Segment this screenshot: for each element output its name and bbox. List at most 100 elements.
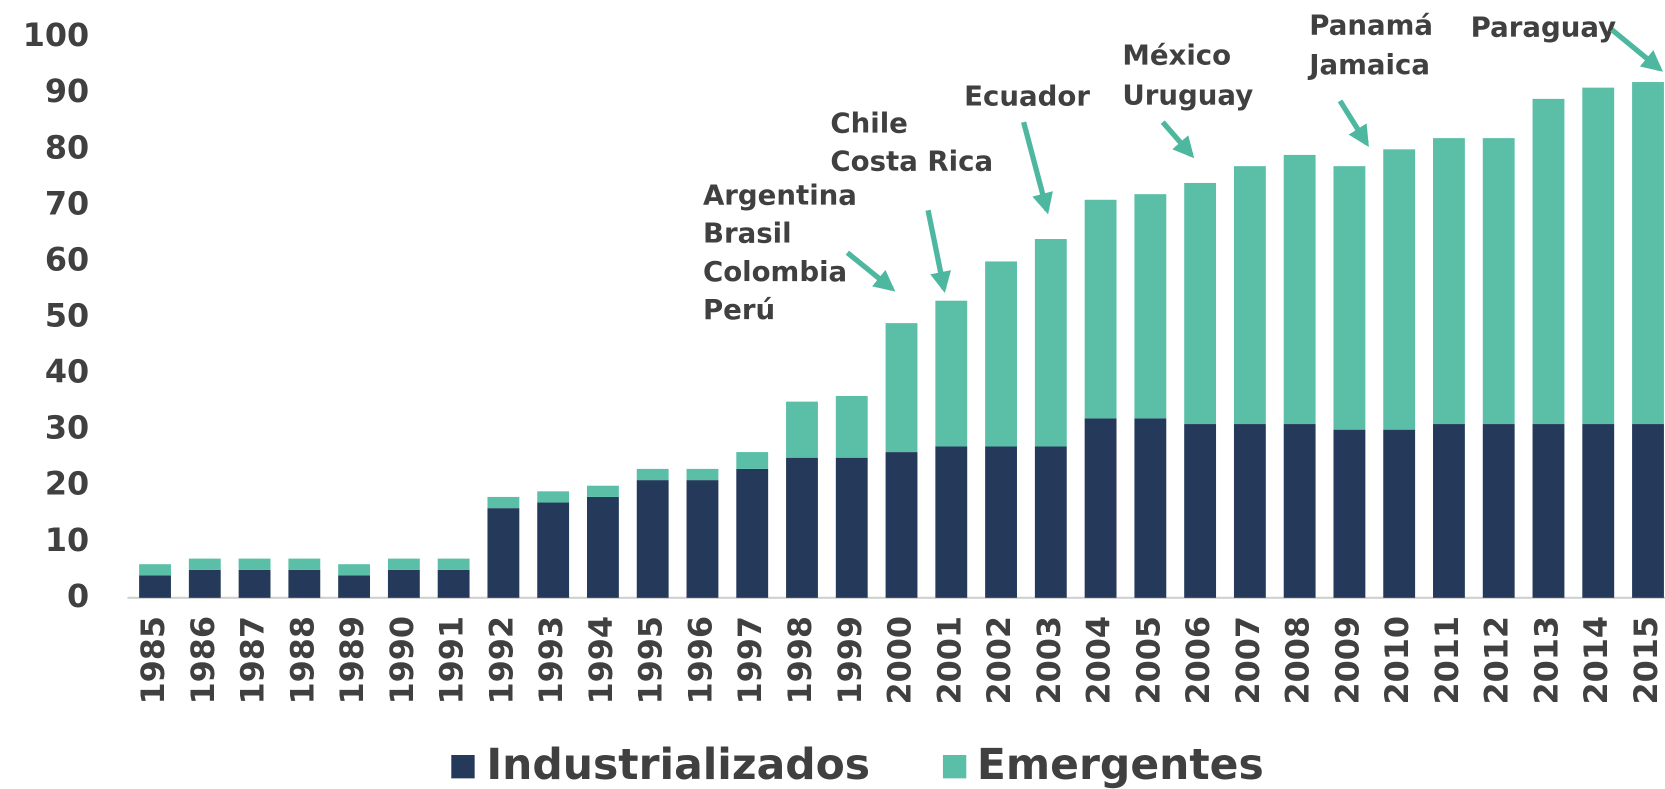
y-tick-label: 70 [45, 184, 89, 222]
bar-segment [1084, 199, 1117, 419]
y-tick-label: 100 [23, 16, 89, 54]
bar-segment [1482, 138, 1515, 425]
x-tick-label: 1993 [532, 616, 570, 705]
bar-segment [1034, 239, 1067, 447]
x-tick-label: 2007 [1229, 616, 1267, 705]
bar-segment [1034, 446, 1067, 598]
bar-segment [885, 323, 918, 453]
x-tick-label: 1997 [731, 616, 769, 705]
x-tick-label: 1992 [482, 616, 520, 705]
x-tick-label: 2003 [1030, 616, 1068, 705]
y-tick-label: 30 [45, 409, 89, 447]
y-tick-label: 40 [45, 353, 89, 391]
bar-segment [1283, 424, 1316, 598]
bar-segment [1482, 424, 1515, 598]
bar-segment [1632, 424, 1664, 598]
bar-segment [1582, 87, 1615, 425]
bar-segment [1233, 166, 1266, 425]
x-tick-label: 2008 [1279, 616, 1317, 705]
bar-segment [736, 452, 769, 469]
bar-segment [288, 569, 321, 598]
arrow [1021, 121, 1053, 215]
bar-segment [338, 575, 371, 598]
annotation: Panamá [1309, 9, 1433, 42]
x-tick-label: 1999 [831, 616, 869, 705]
y-tick-label: 60 [45, 240, 89, 278]
bar-segment [1184, 424, 1217, 598]
bar-segment [1433, 138, 1465, 425]
x-tick-label: 1989 [333, 616, 371, 705]
arrow [925, 209, 952, 294]
bar-segment [985, 446, 1017, 598]
bar-segment [1532, 424, 1565, 598]
bar-segment [1184, 182, 1217, 425]
x-tick-label: 2001 [930, 616, 968, 705]
x-tick-label: 1996 [681, 616, 719, 705]
legend-swatch [942, 755, 967, 779]
x-tick-label: 2010 [1378, 616, 1416, 705]
bar-segment [437, 558, 470, 570]
x-tick-label: 2009 [1328, 616, 1366, 705]
bar-segment [1582, 424, 1615, 598]
x-tick-label: 2011 [1428, 616, 1466, 705]
legend-swatch [451, 755, 475, 779]
annotation: Argentina [703, 178, 857, 211]
bar-segment [1333, 429, 1366, 598]
bar-segment [686, 468, 719, 481]
y-tick-label: 50 [45, 297, 89, 335]
bar-segment [686, 480, 719, 598]
x-tick-label: 1986 [184, 616, 222, 705]
bar-segment [487, 508, 520, 598]
bar-segment [935, 300, 968, 447]
legend-label: Industrializados [486, 741, 870, 789]
bar-segment [437, 569, 470, 598]
x-tick-label: 2002 [980, 616, 1018, 705]
y-tick-label: 90 [45, 72, 89, 110]
x-tick-label: 1990 [383, 616, 421, 705]
bar-segment [935, 446, 968, 598]
bar-segment [885, 452, 918, 598]
bar-segment [1383, 149, 1416, 430]
bar-segment [835, 457, 868, 598]
bar-segment [1233, 424, 1266, 598]
x-tick-label: 2012 [1478, 616, 1516, 705]
x-tick-label: 2014 [1577, 616, 1615, 705]
bar-segment [238, 569, 271, 598]
bar-segment [636, 468, 669, 481]
arrow [845, 250, 896, 292]
arrow [1610, 27, 1663, 72]
arrows [845, 27, 1663, 294]
bar-segment [835, 396, 868, 458]
bar-segment [1333, 166, 1366, 430]
x-tick-label: 1985 [134, 616, 172, 705]
bar-segment [1134, 418, 1167, 598]
legend-label: Emergentes [977, 741, 1264, 789]
bar-segment [288, 558, 321, 570]
annotation: Costa Rica [830, 144, 993, 177]
bar-segment [487, 496, 520, 509]
bar-segment [786, 457, 818, 598]
bar-segment [139, 575, 171, 598]
bar-segment [985, 261, 1017, 447]
annotation: México [1122, 38, 1231, 71]
x-tick-label: 1987 [234, 616, 272, 705]
bar-segment [636, 480, 669, 598]
bar-segment [188, 569, 221, 598]
bar-segment [238, 558, 271, 570]
bar-segment [1632, 82, 1664, 425]
bar-segment [1084, 418, 1117, 598]
x-tick-label: 2013 [1527, 616, 1565, 705]
x-tick-label: 1995 [632, 616, 670, 705]
y-tick-label: 20 [45, 465, 89, 503]
y-tick-label: 80 [45, 128, 89, 166]
x-tick-label: 2015 [1627, 616, 1665, 705]
y-tick-label: 10 [45, 521, 89, 559]
annotation: Paraguay [1471, 11, 1617, 44]
annotation: Jamaica [1307, 48, 1430, 81]
bar-segment [139, 564, 171, 576]
annotation: Uruguay [1122, 79, 1253, 112]
bar-segment [338, 564, 371, 576]
x-tick-label: 1991 [433, 616, 471, 705]
y-tick-label: 0 [67, 577, 89, 615]
